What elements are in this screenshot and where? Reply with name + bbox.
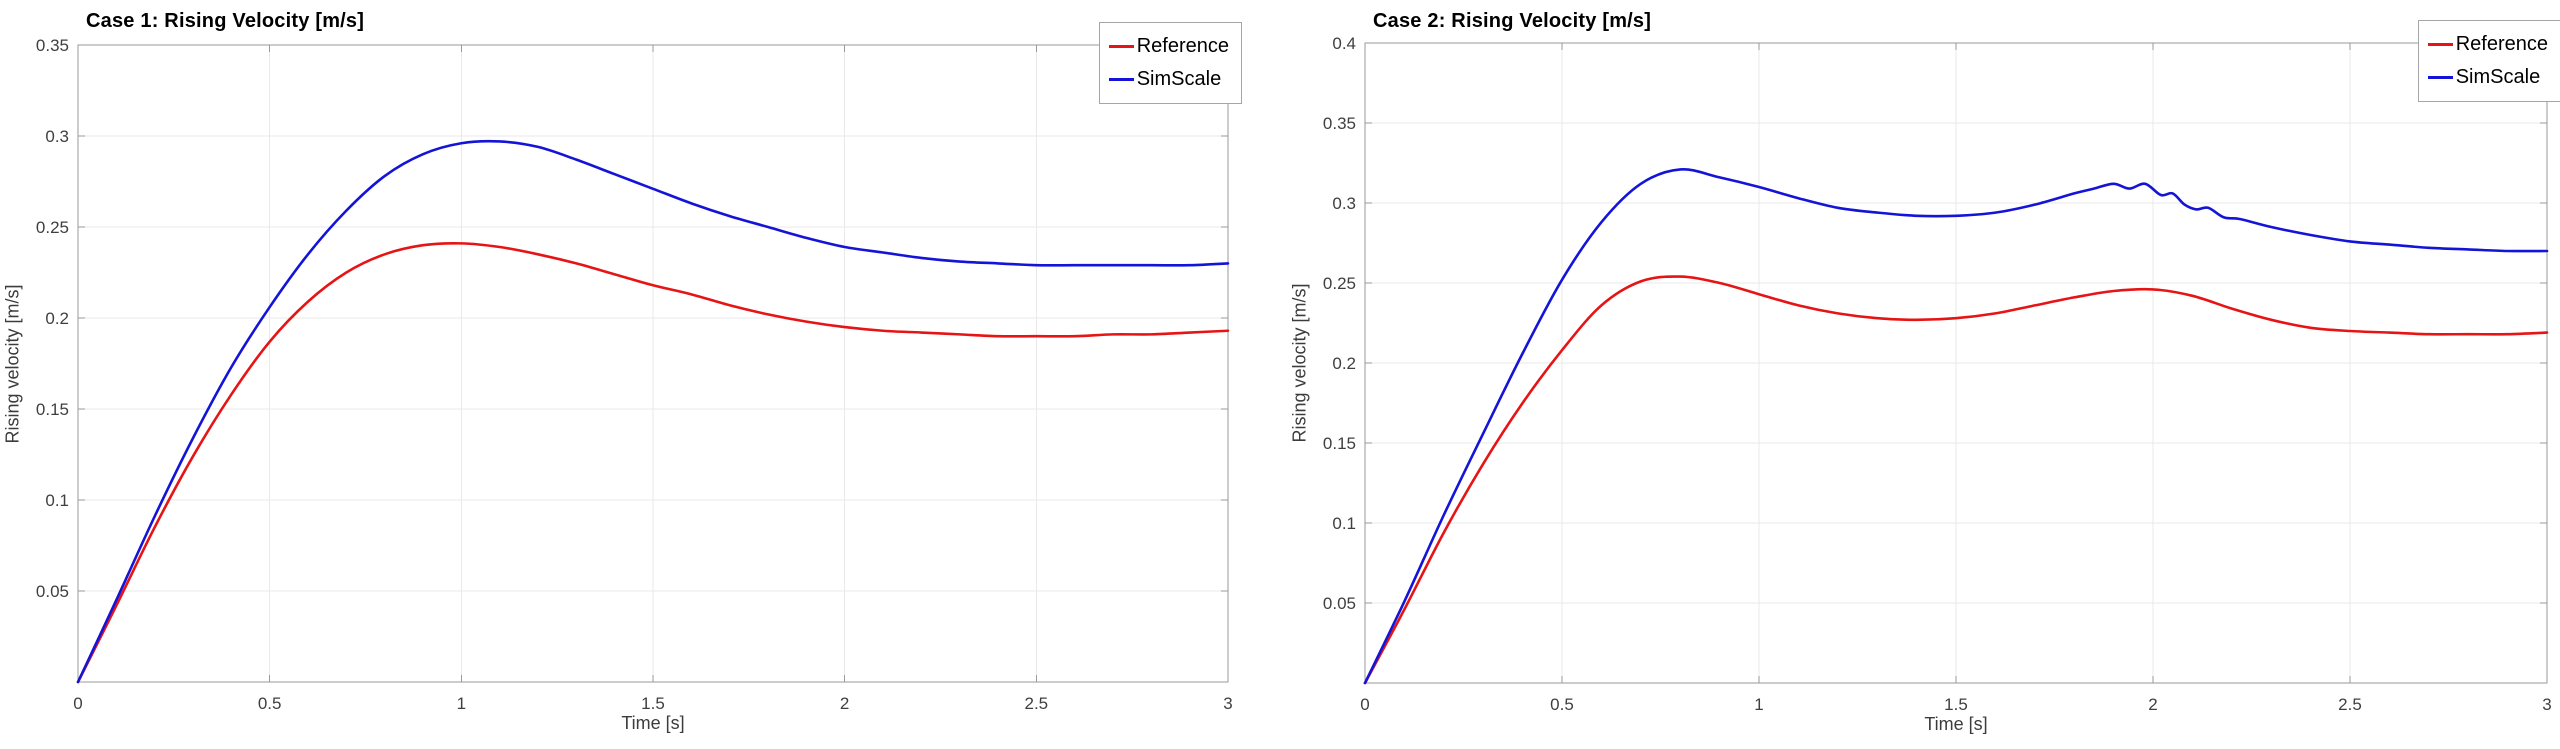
y-tick-label: 0.3	[1332, 194, 1356, 213]
simscale-curve	[76, 139, 1230, 684]
case-2-x-axis-label: Time [s]	[1924, 714, 1988, 734]
tick-labels: 0 0.5 1 1.5 2 2.5 3 0.05 0.1 0.15 0.2 0.25 0.3 0.35 0.…	[1323, 34, 2552, 714]
case-1-legend: Reference SimScale	[1098, 22, 1242, 104]
y-tick-label: 0.05	[1323, 594, 1356, 613]
simscale-line-swatch	[1108, 78, 1134, 81]
y-tick-label: 0.15	[36, 400, 69, 419]
x-tick-label: 0.5	[258, 694, 282, 713]
simscale-legend-label: SimScale	[2455, 66, 2541, 88]
y-tick-label: 0.4	[1332, 34, 1356, 53]
case-1-title: Case 1: Rising Velocity [m/s]	[86, 10, 365, 32]
x-tick-label: 1	[457, 694, 466, 713]
x-tick-label: 2.5	[2338, 695, 2362, 714]
x-tick-label: 2.5	[1025, 694, 1049, 713]
case-2-legend: Reference SimScale	[2417, 20, 2560, 102]
y-tick-label: 0.1	[1332, 514, 1356, 533]
case-2-y-axis-label: Rising velocity [m/s]	[1289, 283, 1310, 443]
legend-item-simscale: SimScale	[2427, 61, 2548, 94]
case-2-title: Case 2: Rising Velocity [m/s]	[1373, 10, 1652, 32]
y-tick-label: 0.35	[1323, 114, 1356, 133]
legend-item-reference: Reference	[2427, 28, 2548, 61]
x-tick-label: 0.5	[1550, 695, 1574, 714]
reference-legend-label: Reference	[1136, 35, 1229, 57]
y-tick-label: 0.25	[36, 218, 69, 237]
case-2-plot-area: 0 0.5 1 1.5 2 2.5 3 0.05 0.1 0.15 0.2 0.25 0.3 0.35 0.…	[1280, 0, 2560, 744]
y-tick-label: 0.25	[1323, 274, 1356, 293]
case-2-chart-panel: 0 0.5 1 1.5 2 2.5 3 0.05 0.1 0.15 0.2 0.25 0.3 0.35 0.…	[1280, 0, 2560, 744]
case2-svg: 0 0.5 1 1.5 2 2.5 3 0.05 0.1 0.15 0.2 0.25 0.3 0.35 0.…	[1323, 34, 2552, 714]
x-tick-label: 0	[73, 694, 82, 713]
x-tick-label: 2	[2148, 695, 2157, 714]
simscale-line-swatch	[2427, 76, 2453, 79]
tick-marks	[1364, 42, 2548, 683]
reference-line-swatch	[1108, 45, 1134, 48]
y-tick-label: 0.35	[36, 36, 69, 55]
x-tick-label: 0	[1360, 695, 1369, 714]
grid-lines	[1365, 43, 2547, 683]
x-tick-label: 3	[1223, 694, 1232, 713]
reference-line-swatch	[2427, 43, 2453, 46]
reference-legend-label: Reference	[2455, 33, 2548, 55]
y-tick-label: 0.1	[45, 491, 69, 510]
case-1-plot-area: 0 0.5 1 1.5 2 2.5 3 0.05 0.1 0.15 0.2 0.25 0.3 0.35	[0, 0, 1280, 744]
x-tick-label: 2	[840, 694, 849, 713]
y-tick-label: 0.2	[1332, 354, 1356, 373]
case-1-x-axis-label: Time [s]	[621, 713, 685, 733]
y-tick-label: 0.3	[45, 127, 69, 146]
x-tick-label: 1.5	[1944, 695, 1968, 714]
y-tick-label: 0.05	[36, 582, 69, 601]
x-tick-label: 1.5	[641, 694, 665, 713]
tick-labels: 0 0.5 1 1.5 2 2.5 3 0.05 0.1 0.15 0.2 0.25 0.3 0.35	[36, 36, 1233, 713]
y-tick-label: 0.15	[1323, 434, 1356, 453]
x-tick-label: 1	[1754, 695, 1763, 714]
grid-lines	[78, 45, 1228, 682]
simscale-curve	[1363, 168, 2549, 685]
legend-item-reference: Reference	[1108, 30, 1229, 63]
case-1-y-axis-label: Rising velocity [m/s]	[2, 283, 23, 444]
case-1-chart-panel: 0 0.5 1 1.5 2 2.5 3 0.05 0.1 0.15 0.2 0.25 0.3 0.35 C…	[0, 0, 1280, 744]
reference-curve	[1363, 275, 2549, 685]
x-tick-label: 3	[2542, 695, 2551, 714]
case1-svg: 0 0.5 1 1.5 2 2.5 3 0.05 0.1 0.15 0.2 0.25 0.3 0.35	[36, 36, 1233, 713]
reference-curve	[76, 241, 1230, 684]
legend-item-simscale: SimScale	[1108, 63, 1229, 96]
simscale-legend-label: SimScale	[1136, 68, 1222, 90]
y-tick-label: 0.2	[45, 309, 69, 328]
